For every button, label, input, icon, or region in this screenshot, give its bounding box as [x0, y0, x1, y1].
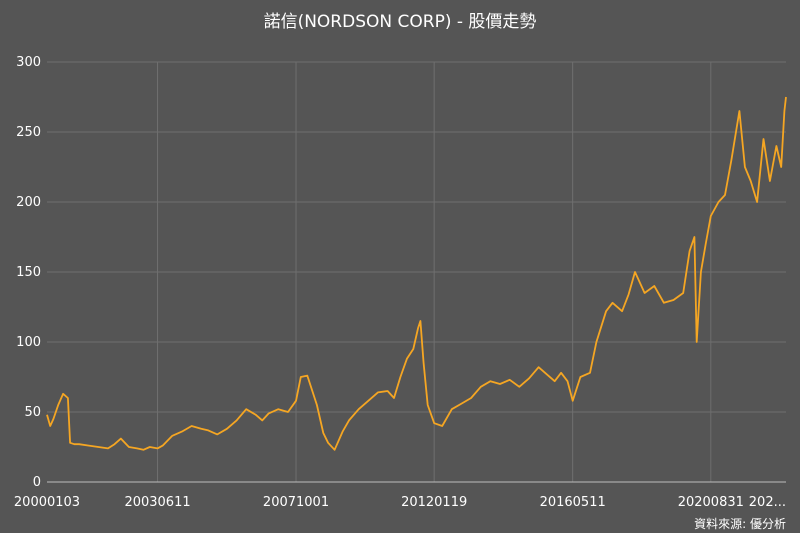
x-tick-label: 20071001	[263, 495, 329, 510]
y-tick-label: 200	[16, 195, 41, 210]
y-tick-label: 0	[33, 475, 41, 490]
y-tick-label: 100	[16, 335, 41, 350]
y-axis-ticks: 0 50 100 150 200 250 300	[16, 55, 41, 490]
source-note: 資料來源: 優分析	[694, 517, 786, 531]
x-tick-label: 20000103	[14, 495, 80, 510]
x-tick-label: 20120119	[401, 495, 467, 510]
x-tick-label: 202...	[749, 495, 786, 510]
series-area	[46, 96, 787, 451]
x-tick-label: 20030611	[124, 495, 190, 510]
y-tick-label: 50	[24, 405, 41, 420]
y-tick-label: 150	[16, 265, 41, 280]
grid-lines	[47, 61, 786, 482]
y-tick-label: 300	[16, 55, 41, 70]
x-tick-label: 20200831	[678, 495, 744, 510]
price-line	[46, 96, 787, 451]
x-axis-ticks: 20000103 20030611 20071001 20120119 20160511…	[14, 495, 786, 510]
y-tick-label: 250	[16, 125, 41, 140]
chart-title: 諾信(NORDSON CORP) - 股價走勢	[264, 12, 537, 32]
x-tick-label: 20160511	[540, 495, 606, 510]
